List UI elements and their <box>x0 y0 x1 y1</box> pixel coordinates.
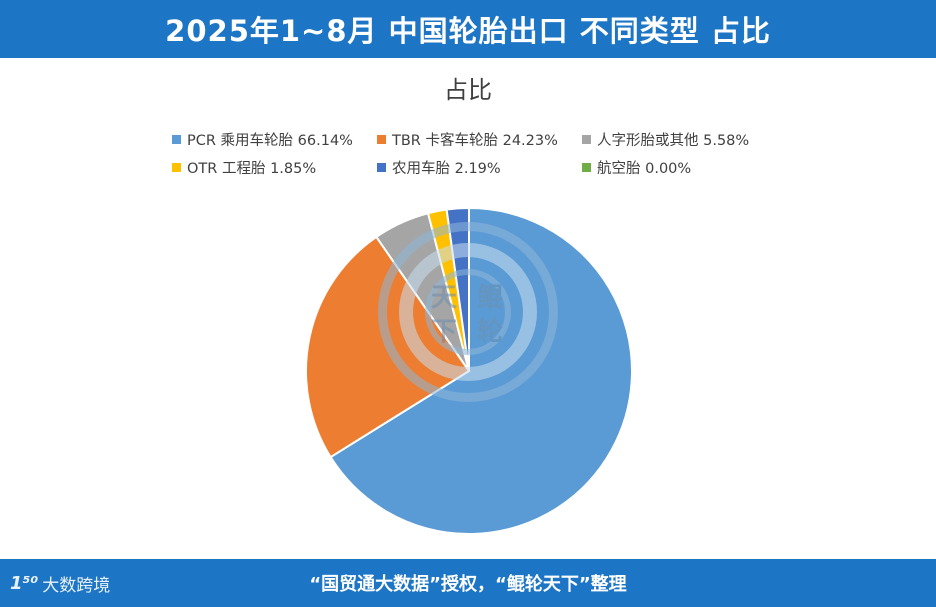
legend-label-other: 人字形胎或其他 5.58% <box>597 133 750 149</box>
footer-logo-text: 大数跨境 <box>42 576 111 596</box>
logo-mark-icon: 1⁵⁰ <box>10 573 39 594</box>
footer-bar: 1⁵⁰ 大数跨境 “国贸通大数据”授权，“鲲轮天下”整理 <box>0 559 936 607</box>
footer-credit: “国贸通大数据”授权，“鲲轮天下”整理 <box>309 574 627 595</box>
header-bar: 2025年1~8月 中国轮胎出口 不同类型 占比 <box>0 0 936 58</box>
legend-label-pcr: PCR 乘用车轮胎 66.14% <box>187 133 353 149</box>
legend-swatch-aviation <box>582 163 591 172</box>
legend-swatch-tbr <box>377 135 386 144</box>
legend-swatch-other <box>582 135 591 144</box>
legend-label-agri: 农用车胎 2.19% <box>392 161 501 177</box>
legend-swatch-pcr <box>172 135 181 144</box>
legend-swatch-otr <box>172 163 181 172</box>
legend-item-tbr: TBR 卡客车轮胎 24.23% <box>377 129 558 150</box>
legend-item-otr: OTR 工程胎 1.85% <box>172 157 316 178</box>
legend-item-other: 人字形胎或其他 5.58% <box>582 129 749 150</box>
legend-label-aviation: 航空胎 0.00% <box>597 161 692 177</box>
legend-swatch-agri <box>377 163 386 172</box>
legend-item-aviation: 航空胎 0.00% <box>582 157 691 178</box>
footer-logo: 1⁵⁰ 大数跨境 <box>10 571 110 596</box>
legend-label-tbr: TBR 卡客车轮胎 24.23% <box>392 133 558 149</box>
legend-item-pcr: PCR 乘用车轮胎 66.14% <box>172 129 353 150</box>
page-title: 2025年1~8月 中国轮胎出口 不同类型 占比 <box>165 14 771 48</box>
legend-item-agri: 农用车胎 2.19% <box>377 157 501 178</box>
chart-title: 占比 <box>444 76 492 104</box>
legend-label-otr: OTR 工程胎 1.85% <box>187 161 317 177</box>
